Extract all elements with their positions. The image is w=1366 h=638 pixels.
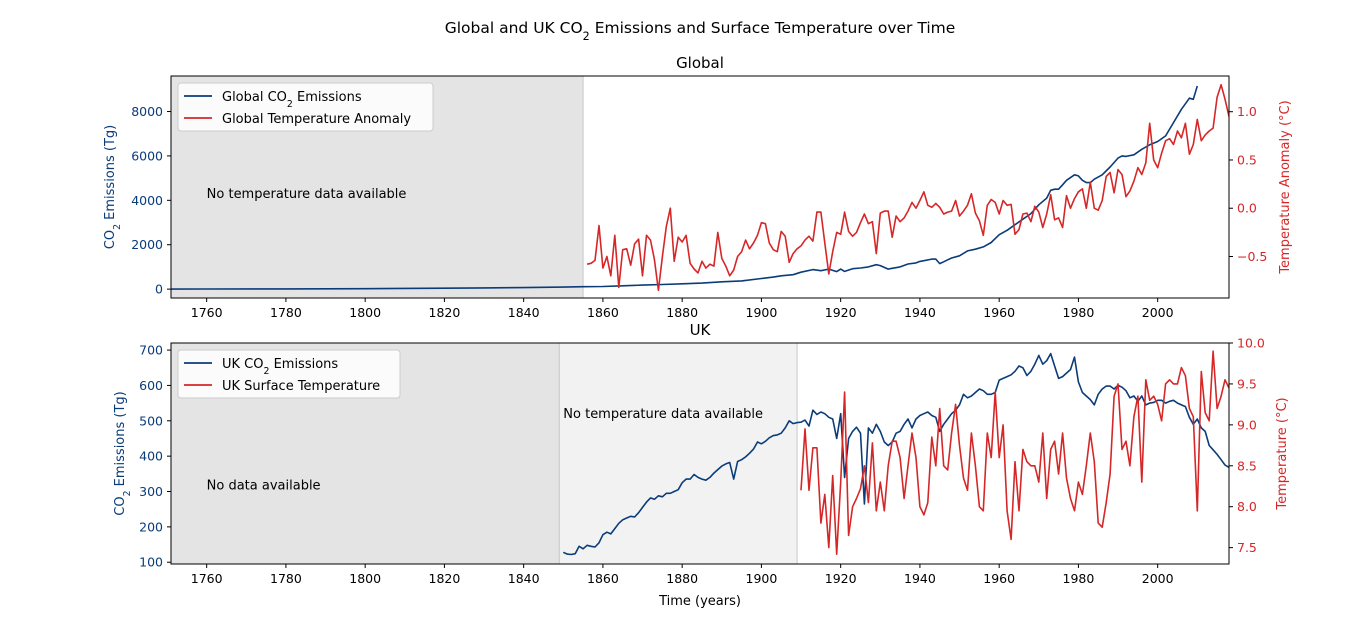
global-x-tick-label: 1980 — [1063, 305, 1095, 320]
uk-y-left-tick-label: 500 — [139, 413, 163, 428]
uk-panel-title: UK — [690, 321, 712, 339]
uk-y-left-tick-label: 300 — [139, 484, 163, 499]
x-axis-label: Time (years) — [658, 594, 741, 609]
global-x-tick-label: 1960 — [983, 305, 1015, 320]
global-x-tick-label: 1900 — [746, 305, 778, 320]
uk-legend-box — [177, 349, 401, 399]
uk-y-right-tick-label: 10.0 — [1237, 336, 1265, 351]
uk-x-tick-label: 1900 — [746, 571, 778, 586]
uk-x-tick-label: 1780 — [270, 571, 302, 586]
global-panel: No temperature data available 1760 1780 180… — [103, 54, 1293, 320]
uk-shaded-region-1 — [558, 342, 798, 565]
global-y-left-axis-label: CO2 Emissions (Tg) — [103, 125, 123, 249]
uk-x-tick-label: 1940 — [904, 571, 936, 586]
uk-y-right-tick-label: 7.5 — [1237, 540, 1257, 555]
uk-x-tick-label: 1880 — [666, 571, 698, 586]
global-y-right-tick-label: 0.5 — [1237, 152, 1257, 167]
uk-y-left-tick-label: 200 — [139, 519, 163, 534]
uk-y-right-tick-label: 9.5 — [1237, 376, 1257, 391]
global-x-tick-label: 1760 — [191, 305, 223, 320]
uk-x-tick-label: 1820 — [429, 571, 461, 586]
global-y-right-tick-label: −0.5 — [1237, 249, 1267, 264]
global-annotation-0: No temperature data available — [207, 187, 407, 202]
global-y-left-tick-label: 8000 — [131, 104, 163, 119]
global-axes-frame — [170, 75, 1230, 299]
figure-title: Global and UK CO2 Emissions and Surface … — [445, 19, 956, 43]
uk-y-right-tick-label: 8.0 — [1237, 499, 1257, 514]
uk-y-right-tick-label: 8.5 — [1237, 458, 1257, 473]
global-panel-title: Global — [676, 54, 724, 72]
uk-y-right-tick-label: 9.0 — [1237, 417, 1257, 432]
global-x-tick-label: 1920 — [825, 305, 857, 320]
global-series-line-temperature — [586, 83, 1229, 292]
global-x-tick-label: 1820 — [429, 305, 461, 320]
global-legend-box — [177, 82, 434, 132]
uk-series-line-temperature — [800, 350, 1229, 555]
uk-x-tick-label: 1920 — [825, 571, 857, 586]
uk-x-tick-label: 1960 — [983, 571, 1015, 586]
uk-x-tick-label: 1800 — [349, 571, 381, 586]
uk-annotation-0: No data available — [207, 479, 321, 494]
global-legend-label-1: Global Temperature Anomaly — [222, 112, 411, 127]
uk-y-left-tick-label: 700 — [139, 343, 163, 358]
uk-x-tick-label: 1760 — [191, 571, 223, 586]
global-y-right-axis-label: Temperature Anomaly (°C) — [1278, 100, 1293, 274]
global-y-right-tick-label: 0.0 — [1237, 201, 1257, 216]
uk-y-left-axis-label: CO2 Emissions (Tg) — [113, 391, 133, 515]
global-x-tick-label: 1940 — [904, 305, 936, 320]
uk-x-tick-label: 1980 — [1063, 571, 1095, 586]
global-series-line-emissions — [171, 85, 1199, 290]
uk-axes-frame — [170, 342, 1230, 565]
global-x-tick-label: 1780 — [270, 305, 302, 320]
global-legend-label-0: Global CO2 Emissions — [222, 90, 362, 110]
uk-panel: No data available No temperature data ava… — [113, 321, 1290, 586]
global-y-left-tick-label: 4000 — [131, 193, 163, 208]
global-y-left-tick-label: 0 — [155, 282, 163, 297]
global-y-right-tick-label: 1.0 — [1237, 104, 1257, 119]
global-y-left-tick-label: 2000 — [131, 237, 163, 252]
global-x-tick-label: 1800 — [349, 305, 381, 320]
uk-x-tick-label: 1860 — [587, 571, 619, 586]
uk-y-left-tick-label: 400 — [139, 449, 163, 464]
uk-x-tick-label: 2000 — [1142, 571, 1174, 586]
global-x-tick-label: 1840 — [508, 305, 540, 320]
uk-legend-label-1: UK Surface Temperature — [222, 379, 380, 394]
global-x-tick-label: 1860 — [587, 305, 619, 320]
global-x-tick-label: 1880 — [666, 305, 698, 320]
uk-y-right-axis-label: Temperature (°C) — [1275, 397, 1290, 510]
uk-annotation-1: No temperature data available — [563, 407, 763, 422]
global-y-left-tick-label: 6000 — [131, 148, 163, 163]
uk-x-tick-label: 1840 — [508, 571, 540, 586]
uk-y-left-tick-label: 600 — [139, 378, 163, 393]
uk-y-left-tick-label: 100 — [139, 555, 163, 570]
uk-legend-label-0: UK CO2 Emissions — [222, 357, 338, 377]
global-x-tick-label: 2000 — [1142, 305, 1174, 320]
